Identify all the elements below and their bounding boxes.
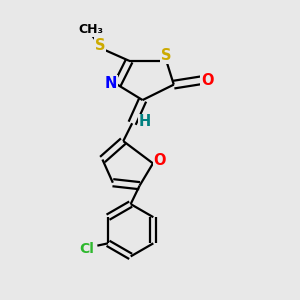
Text: H: H bbox=[139, 114, 151, 129]
Text: N: N bbox=[105, 76, 117, 91]
Text: O: O bbox=[153, 154, 166, 169]
Text: S: S bbox=[95, 38, 105, 53]
Text: CH₃: CH₃ bbox=[78, 23, 103, 36]
Text: Cl: Cl bbox=[79, 242, 94, 256]
Text: O: O bbox=[201, 73, 214, 88]
Text: S: S bbox=[161, 48, 172, 63]
